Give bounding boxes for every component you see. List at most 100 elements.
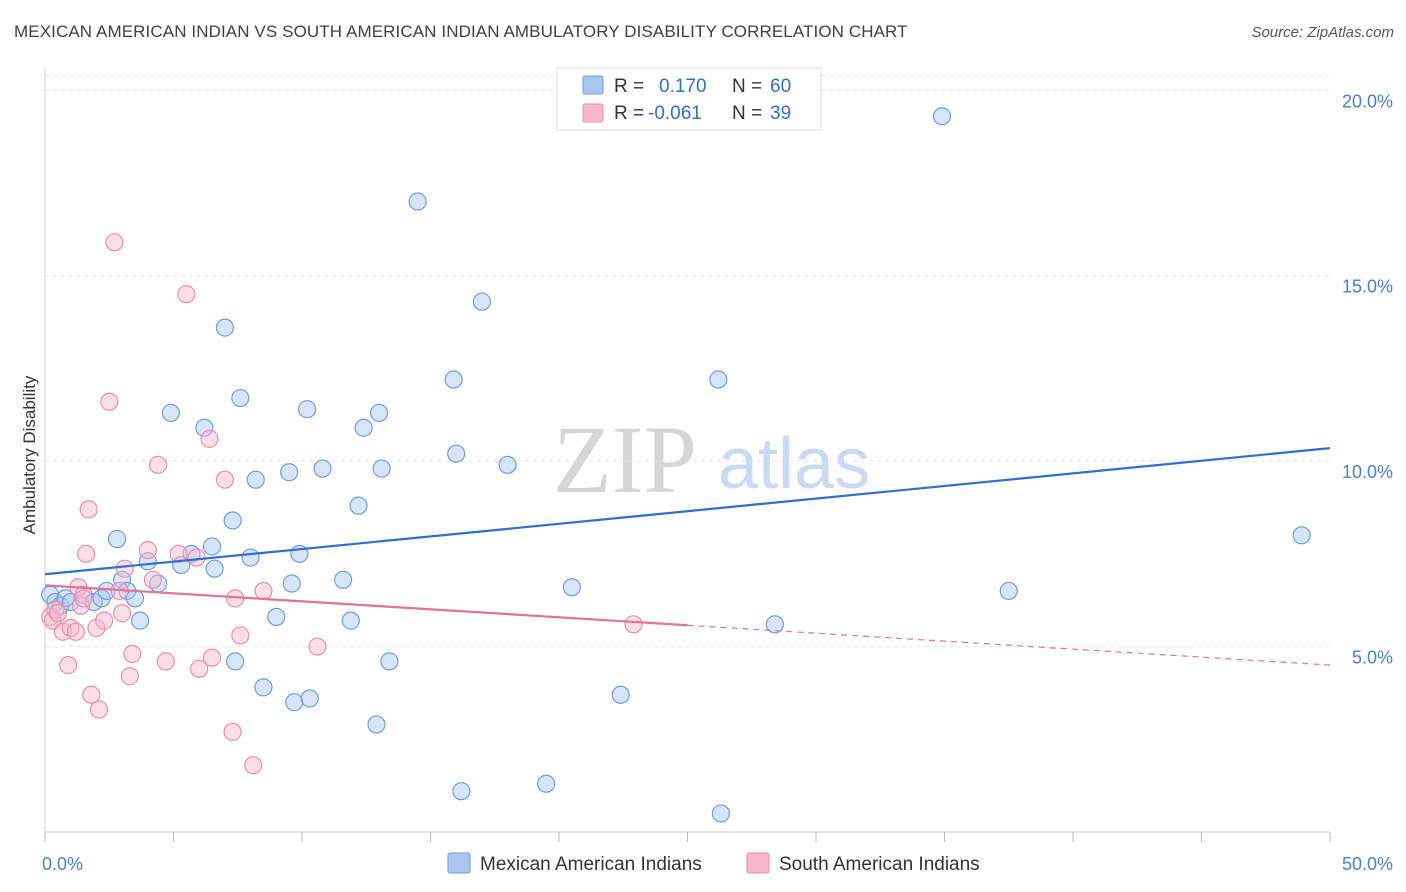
legend-r-value-pink: -0.061 (648, 103, 702, 124)
point-mexican-american-indians (367, 715, 386, 734)
point-south-american-indians (231, 626, 250, 645)
point-south-american-indians (187, 548, 206, 567)
series-mexican-american-indians (41, 107, 1311, 823)
trend-line-south-american-indians (44, 584, 688, 627)
point-mexican-american-indians (205, 559, 224, 578)
point-mexican-american-indians (380, 652, 399, 671)
point-mexican-american-indians (246, 470, 265, 489)
point-south-american-indians (79, 500, 98, 519)
point-south-american-indians (77, 544, 96, 563)
watermark-zip: ZIP (553, 406, 697, 513)
point-south-american-indians (48, 604, 67, 623)
y-tick-label: 5.0% (1352, 648, 1393, 668)
gridlines (45, 74, 1330, 648)
point-south-american-indians (200, 429, 219, 448)
point-mexican-american-indians (161, 403, 181, 423)
point-mexican-american-indians (765, 615, 784, 634)
point-mexican-american-indians (226, 652, 245, 671)
point-south-american-indians (59, 656, 78, 675)
point-south-american-indians (624, 615, 643, 634)
point-mexican-american-indians (999, 581, 1018, 601)
point-mexican-american-indians (282, 574, 301, 593)
y-tick-label: 15.0% (1342, 277, 1393, 297)
trend-line-south-american-indians-extrapolated (687, 624, 1331, 666)
y-tick-labels: 5.0% 10.0% 15.0% 20.0% (1342, 91, 1393, 667)
point-south-american-indians (190, 659, 209, 678)
point-mexican-american-indians (562, 578, 581, 597)
point-south-american-indians (120, 667, 139, 686)
point-mexican-american-indians (285, 693, 304, 712)
legend-swatch-mexican-american-indians (447, 852, 471, 874)
legend-r-value-blue: 0.170 (659, 76, 707, 97)
point-mexican-american-indians (223, 511, 242, 530)
point-south-american-indians (74, 589, 93, 608)
point-mexican-american-indians (1292, 526, 1311, 545)
source-credit: Source: ZipAtlas.com (1251, 24, 1394, 41)
y-tick-label: 20.0% (1342, 91, 1393, 111)
point-south-american-indians (82, 685, 101, 704)
point-mexican-american-indians (408, 192, 427, 211)
series-legend: Mexican American Indians South American … (447, 852, 980, 875)
point-mexican-american-indians (267, 607, 286, 626)
legend-swatch-south-american-indians (746, 852, 770, 874)
point-mexican-american-indians (107, 529, 127, 549)
point-south-american-indians (123, 644, 142, 664)
point-south-american-indians (156, 652, 175, 671)
legend-label-mexican-american-indians: Mexican American Indians (480, 854, 702, 875)
point-mexican-american-indians (202, 537, 222, 556)
point-mexican-american-indians (537, 774, 556, 793)
point-mexican-american-indians (354, 418, 373, 437)
point-mexican-american-indians (298, 400, 317, 419)
legend-swatch-blue (582, 75, 604, 95)
point-south-american-indians (169, 544, 188, 563)
x-tick-label-min: 0.0% (42, 854, 83, 874)
legend-label-south-american-indians: South American Indians (779, 854, 980, 875)
point-mexican-american-indians (370, 403, 389, 423)
point-south-american-indians (202, 648, 222, 667)
point-mexican-american-indians (444, 370, 463, 389)
point-mexican-american-indians (334, 570, 353, 589)
trend-lines (44, 447, 1331, 666)
point-mexican-american-indians (112, 570, 132, 589)
chart-title: MEXICAN AMERICAN INDIAN VS SOUTH AMERICA… (14, 22, 908, 41)
y-tick-label: 10.0% (1342, 462, 1393, 482)
point-mexican-american-indians (97, 581, 116, 601)
point-south-american-indians (115, 559, 134, 578)
point-south-american-indians (66, 622, 85, 641)
point-south-american-indians (177, 285, 196, 304)
point-mexican-american-indians (254, 678, 273, 697)
point-mexican-american-indians (472, 292, 491, 311)
point-south-american-indians (244, 756, 263, 775)
point-south-american-indians (215, 470, 234, 489)
point-south-american-indians (89, 700, 109, 719)
legend-r-label-pink: R = (614, 103, 644, 124)
point-south-american-indians (254, 581, 273, 601)
point-south-american-indians (100, 392, 119, 411)
point-mexican-american-indians (932, 107, 952, 126)
point-south-american-indians (95, 611, 114, 630)
legend-swatch-pink (582, 103, 604, 123)
point-mexican-american-indians (447, 444, 466, 463)
point-south-american-indians (143, 570, 163, 589)
legend-n-value-pink: 39 (770, 103, 791, 124)
point-mexican-american-indians (452, 782, 471, 801)
point-mexican-american-indians (130, 611, 150, 630)
point-mexican-american-indians (313, 459, 332, 478)
point-south-american-indians (87, 618, 106, 638)
correlation-legend: R = 0.170 N = 60 R = -0.061 N = 39 (556, 67, 822, 131)
point-mexican-american-indians (372, 459, 391, 478)
point-mexican-american-indians (349, 496, 368, 515)
legend-n-value-blue: 60 (770, 76, 791, 97)
point-south-american-indians (105, 233, 124, 252)
point-mexican-american-indians (341, 611, 360, 630)
point-mexican-american-indians (241, 548, 260, 567)
point-south-american-indians (112, 604, 132, 623)
point-south-american-indians (71, 596, 91, 615)
point-mexican-american-indians (231, 388, 250, 408)
point-south-american-indians (148, 455, 168, 474)
point-south-american-indians (308, 637, 327, 656)
point-mexican-american-indians (280, 463, 299, 482)
point-mexican-american-indians (711, 804, 731, 823)
legend-n-label-pink: N = (732, 103, 762, 124)
